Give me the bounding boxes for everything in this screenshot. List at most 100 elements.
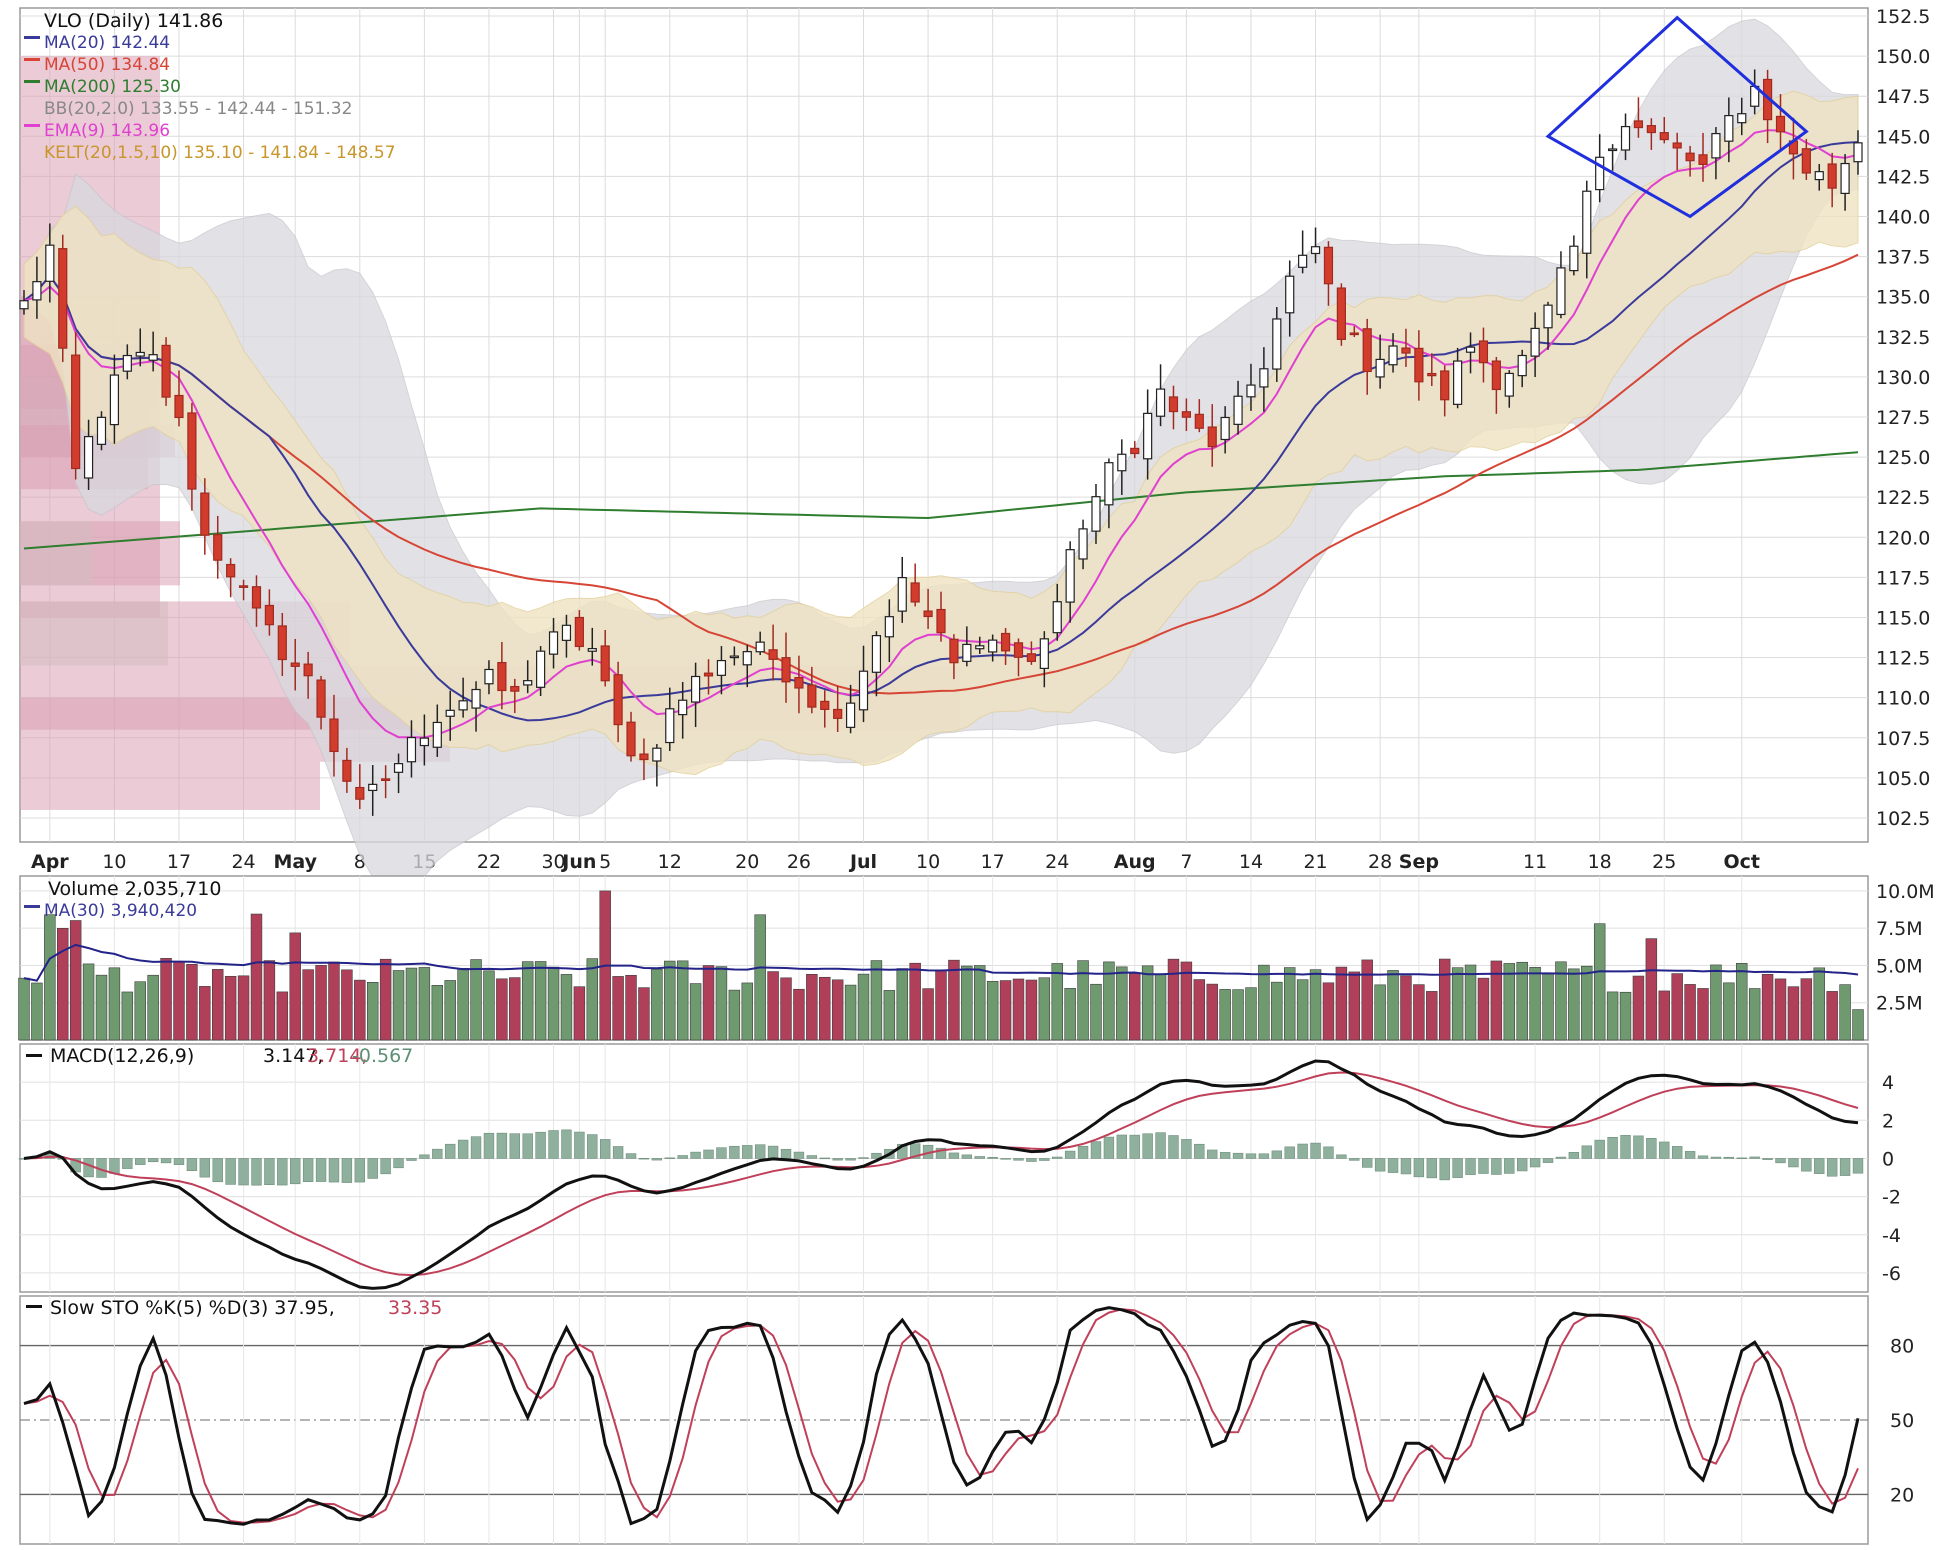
price-x-tick-label: 22	[477, 851, 501, 873]
macd-histogram-bar	[160, 1158, 172, 1164]
volume-bar	[702, 965, 715, 1041]
volume-panel: 10.0M 7.5M 5.0M 2.5M	[18, 875, 1935, 1041]
macd-histogram-bar	[1633, 1135, 1644, 1159]
macd-histogram-bar	[845, 1158, 856, 1161]
candle-body	[1595, 156, 1605, 191]
macd-histogram-bar	[729, 1145, 740, 1159]
candle-body	[316, 679, 326, 718]
macd-histogram-bar	[677, 1155, 688, 1159]
price-y-tick-label: 105.0	[1876, 768, 1930, 790]
candle-body	[665, 708, 675, 744]
macd-histogram-bar	[1181, 1139, 1192, 1159]
macd-histogram-bar	[858, 1157, 869, 1159]
candle-body	[536, 650, 546, 688]
volume-bar	[1464, 964, 1477, 1041]
macd-histogram-bar	[238, 1158, 249, 1186]
candle-body	[148, 354, 158, 361]
volume-bar	[1555, 961, 1567, 1041]
candle-body	[936, 608, 946, 634]
macd-histogram-bar	[1684, 1151, 1696, 1159]
candle-body	[1246, 384, 1256, 398]
candle-body	[755, 641, 765, 653]
price-x-tick-label: 11	[1523, 851, 1547, 873]
volume-bar	[276, 991, 289, 1041]
macd-legend-title: MACD(12,26,9)	[50, 1045, 194, 1067]
candle-body	[1853, 142, 1863, 163]
volume-bar	[31, 982, 43, 1041]
macd-histogram-bar	[1749, 1156, 1760, 1159]
macd-y-tick-label: 2	[1882, 1110, 1894, 1132]
macd-histogram-bar	[1826, 1158, 1838, 1177]
macd-histogram-bar	[1232, 1152, 1244, 1159]
macd-histogram-bar	[1077, 1145, 1089, 1159]
price-y-tick-label: 112.5	[1876, 648, 1930, 670]
volume-bar	[1296, 979, 1309, 1041]
candle-body	[226, 563, 236, 578]
candle-body	[458, 700, 468, 711]
candle-body	[1272, 318, 1282, 370]
price-y-tick-label: 140.0	[1876, 207, 1930, 229]
macd-histogram-bar	[1542, 1158, 1554, 1163]
candle-body	[1104, 462, 1114, 506]
volume-bar	[82, 963, 95, 1041]
volume-bar	[69, 920, 82, 1041]
macd-histogram-bar	[1465, 1158, 1476, 1175]
macd-histogram-bar	[380, 1158, 391, 1175]
candle-body	[1672, 142, 1682, 149]
price-y-tick-label: 142.5	[1876, 166, 1930, 188]
volume-bar	[1271, 981, 1283, 1041]
candle-body	[652, 747, 662, 762]
macd-histogram-bar	[1723, 1156, 1735, 1159]
candle-body	[1233, 395, 1243, 425]
volume-bar	[831, 979, 844, 1041]
candle-body	[1465, 346, 1476, 353]
volume-bar	[883, 990, 896, 1041]
candle-body	[1207, 426, 1217, 448]
legend-ma50: MA(50) 134.84	[44, 55, 170, 75]
candle-body	[381, 778, 391, 782]
candle-body	[32, 281, 42, 301]
macd-histogram-bar	[212, 1158, 223, 1183]
macd-histogram-bar	[1323, 1146, 1334, 1159]
price-x-tick-label: 17	[167, 851, 191, 873]
volume-bar	[1129, 973, 1141, 1041]
volume-bar	[1361, 959, 1373, 1041]
volume-bar	[922, 988, 934, 1041]
candle-body	[1711, 132, 1721, 159]
volume-bar	[470, 959, 482, 1041]
volume-bar	[418, 967, 431, 1041]
macd-histogram-bar	[1659, 1141, 1670, 1159]
diamond-pattern-annotation	[1545, 15, 1809, 219]
macd-histogram-bar	[1762, 1158, 1773, 1160]
volume-bar	[237, 975, 250, 1041]
volume-bar	[431, 984, 444, 1041]
volume-bar	[1335, 966, 1348, 1041]
price-x-tick-label: 30	[541, 851, 565, 873]
macd-y-tick-label: 0	[1882, 1148, 1894, 1170]
volume-bar	[1219, 989, 1231, 1041]
volume-bar	[1309, 969, 1322, 1041]
macd-legend-signal: 3.714,	[307, 1045, 367, 1067]
macd-histogram-bar	[509, 1133, 520, 1159]
price-y-tick-label: 150.0	[1876, 46, 1930, 68]
volume-bar	[1141, 965, 1154, 1041]
macd-histogram-bar	[122, 1158, 133, 1169]
candle-body	[1117, 453, 1127, 472]
macd-histogram-bar	[780, 1148, 792, 1159]
volume-bar	[1684, 984, 1696, 1041]
candle-body	[1285, 275, 1295, 314]
volume-by-price-bar	[20, 761, 320, 810]
candle-body	[109, 374, 120, 426]
legend-ma20: MA(20) 142.44	[44, 33, 170, 53]
candle-body	[1478, 340, 1489, 364]
macd-histogram-bar	[703, 1149, 714, 1159]
price-y-tick-label: 117.5	[1876, 567, 1930, 589]
candle-body	[1194, 413, 1204, 429]
volume-bar	[896, 968, 908, 1041]
price-x-tick-label: 10	[102, 851, 126, 873]
candle-body	[1646, 125, 1656, 134]
candle-body	[1582, 190, 1592, 254]
volume-bar	[728, 989, 741, 1041]
macd-histogram-bar	[1801, 1158, 1812, 1172]
candle-body	[1530, 327, 1540, 357]
